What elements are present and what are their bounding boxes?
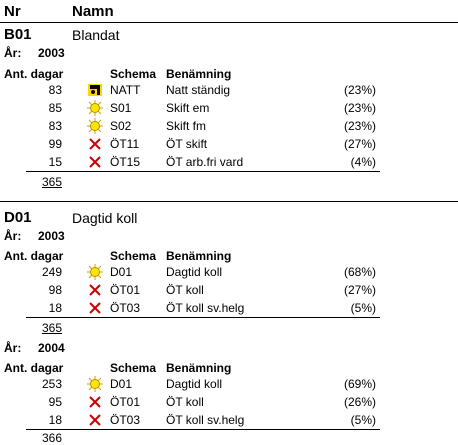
cross-icon <box>88 413 104 427</box>
row-percent: (27%) <box>343 137 376 151</box>
row-percent: (27%) <box>343 283 376 297</box>
total-divider <box>26 171 380 172</box>
row-schema: S02 <box>110 119 132 133</box>
row-days: 15 <box>48 155 62 169</box>
total-divider <box>26 317 380 318</box>
cross-icon <box>88 283 104 297</box>
column-header-nr: Nr <box>4 3 21 20</box>
total-days: 366 <box>41 431 62 445</box>
moon-icon <box>87 83 103 97</box>
year-value: 2004 <box>38 341 65 355</box>
cross-icon <box>88 301 104 315</box>
row-schema: ÖT01 <box>110 395 141 409</box>
row-benamning: Dagtid koll <box>166 265 223 279</box>
row-benamning: Skift em <box>166 101 210 115</box>
row-days: 98 <box>48 283 62 297</box>
year-label: År: <box>4 229 22 243</box>
cross-icon <box>88 137 104 151</box>
row-benamning: Skift fm <box>166 119 207 133</box>
row-percent: (26%) <box>343 395 376 409</box>
column-header-ant-dagar: Ant. dagar <box>4 249 64 263</box>
row-schema: ÖT15 <box>110 155 141 169</box>
column-header-schema: Schema <box>110 249 157 263</box>
row-days: 83 <box>48 119 62 133</box>
row-schema: ÖT03 <box>110 413 141 427</box>
row-benamning: ÖT koll <box>166 283 204 297</box>
header-divider <box>0 22 458 23</box>
row-schema: D01 <box>110 377 133 391</box>
cross-icon <box>88 155 104 169</box>
row-percent: (23%) <box>343 83 376 97</box>
column-header-ant-dagar: Ant. dagar <box>4 67 64 81</box>
year-value: 2003 <box>38 46 65 60</box>
row-schema: ÖT01 <box>110 283 141 297</box>
column-header-benamning: Benämning <box>166 67 232 81</box>
row-percent: (5%) <box>350 301 376 315</box>
sun-icon <box>87 376 103 392</box>
cross-icon <box>88 395 104 409</box>
column-header-schema: Schema <box>110 361 157 375</box>
row-days: 253 <box>41 377 62 391</box>
group-name: Dagtid koll <box>72 210 138 226</box>
row-days: 85 <box>48 101 62 115</box>
row-schema: ÖT03 <box>110 301 141 315</box>
column-header-schema: Schema <box>110 67 157 81</box>
row-percent: (5%) <box>350 413 376 427</box>
row-days: 18 <box>48 301 62 315</box>
row-benamning: Natt ständig <box>166 83 231 97</box>
row-schema: ÖT11 <box>110 137 140 151</box>
column-header-ant-dagar: Ant. dagar <box>4 361 64 375</box>
row-days: 95 <box>48 395 62 409</box>
row-benamning: ÖT koll <box>166 395 204 409</box>
row-percent: (4%) <box>350 155 376 169</box>
row-benamning: ÖT arb.fri vard <box>166 155 244 169</box>
row-schema: NATT <box>110 83 141 97</box>
row-days: 249 <box>41 265 62 279</box>
sun-icon <box>87 100 103 116</box>
sun-icon <box>87 264 103 280</box>
group-divider <box>0 201 458 202</box>
total-days: 365 <box>41 175 62 189</box>
row-benamning: ÖT koll sv.helg <box>166 301 245 315</box>
sun-icon <box>87 118 103 134</box>
column-header-namn: Namn <box>72 3 114 20</box>
row-percent: (69%) <box>343 377 376 391</box>
group-name: Blandat <box>72 27 120 43</box>
group-code: B01 <box>4 26 32 43</box>
row-percent: (23%) <box>343 119 376 133</box>
year-value: 2003 <box>38 229 65 243</box>
column-header-benamning: Benämning <box>166 361 232 375</box>
total-divider <box>26 429 380 430</box>
column-header-benamning: Benämning <box>166 249 232 263</box>
row-days: 99 <box>48 137 62 151</box>
row-percent: (68%) <box>343 265 376 279</box>
row-benamning: ÖT koll sv.helg <box>166 413 245 427</box>
row-percent: (23%) <box>343 101 376 115</box>
year-label: År: <box>4 46 22 60</box>
row-schema: S01 <box>110 101 132 115</box>
total-days: 365 <box>41 321 62 335</box>
row-days: 83 <box>48 83 62 97</box>
row-benamning: ÖT skift <box>166 137 208 151</box>
row-benamning: Dagtid koll <box>166 377 223 391</box>
year-label: År: <box>4 341 22 355</box>
group-code: D01 <box>4 209 32 226</box>
row-schema: D01 <box>110 265 133 279</box>
row-days: 18 <box>48 413 62 427</box>
